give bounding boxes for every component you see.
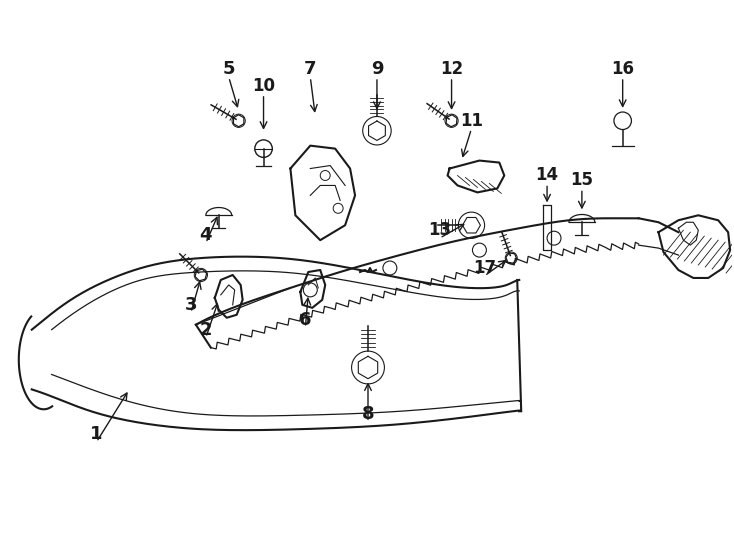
Text: 11: 11 [460, 112, 483, 130]
Text: 4: 4 [200, 226, 212, 244]
Text: 6: 6 [299, 310, 311, 329]
Text: 2: 2 [200, 321, 212, 339]
Text: 17: 17 [473, 259, 496, 277]
Text: 9: 9 [371, 60, 383, 78]
Text: 5: 5 [222, 60, 235, 78]
Text: 7: 7 [304, 60, 316, 78]
Text: 13: 13 [428, 221, 451, 239]
Text: 3: 3 [185, 296, 197, 314]
Text: 12: 12 [440, 60, 463, 78]
Text: 15: 15 [570, 172, 593, 190]
Text: 1: 1 [90, 425, 103, 443]
Text: 8: 8 [362, 405, 374, 423]
Text: 10: 10 [252, 77, 275, 95]
Text: 16: 16 [611, 60, 634, 78]
Text: 14: 14 [536, 166, 559, 185]
